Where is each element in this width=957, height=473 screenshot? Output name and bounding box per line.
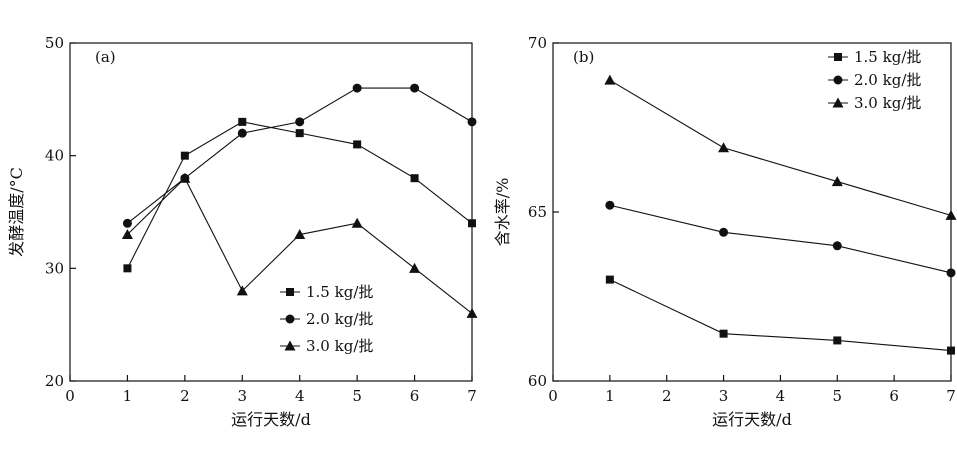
- data-point: [947, 346, 955, 355]
- data-point: [718, 142, 730, 153]
- x-tick-label: 4: [776, 387, 786, 405]
- data-point: [945, 209, 957, 220]
- legend-marker: [834, 53, 842, 61]
- x-axis-title: 运行天数/d: [231, 410, 311, 429]
- legend-marker: [284, 340, 296, 351]
- y-tick-label: 50: [45, 34, 64, 52]
- panel-b-chart: 0 1 2 3 4 5 6 7 60 65 70 运行天数/d 含水率/% (b) 1.5 kg/批 2.0 …: [493, 34, 957, 429]
- x-tick-label: 2: [180, 387, 190, 405]
- x-tick-label: 1: [123, 387, 133, 405]
- series-line: [127, 177, 473, 314]
- legend-label: 1.5 kg/批: [854, 48, 921, 66]
- data-point: [831, 176, 843, 187]
- x-tick-label: 2: [662, 387, 672, 405]
- data-point: [179, 172, 191, 183]
- x-tick-label: 0: [65, 387, 75, 405]
- legend-label: 3.0 kg/批: [854, 94, 921, 112]
- y-tick-label: 40: [45, 147, 64, 165]
- x-tick-label: 1: [605, 387, 615, 405]
- data-point: [467, 117, 477, 127]
- legend-label: 1.5 kg/批: [306, 283, 373, 301]
- series-line: [609, 204, 952, 274]
- data-point: [410, 83, 420, 93]
- legend-marker: [833, 75, 843, 85]
- data-point: [410, 174, 419, 183]
- legend-marker: [832, 97, 844, 108]
- series-line: [127, 87, 473, 224]
- legend-label: 3.0 kg/批: [306, 337, 373, 355]
- data-point: [409, 262, 421, 273]
- data-point: [295, 129, 304, 138]
- data-point: [604, 74, 616, 85]
- x-tick-label: 3: [238, 387, 248, 405]
- x-tick-label: 5: [352, 387, 362, 405]
- data-point: [351, 217, 363, 228]
- data-point: [121, 229, 133, 240]
- data-point: [352, 83, 362, 93]
- x-tick-label: 7: [467, 387, 477, 405]
- x-tick-label: 6: [410, 387, 420, 405]
- panel-a-chart: 0 1 2 3 4 5 6 7 20 30 40 50 运行天数/d 发酵温度/°C (a) 1.5 kg/批…: [7, 34, 478, 429]
- data-point: [122, 218, 132, 228]
- series-line: [126, 121, 473, 269]
- y-tick-label: 70: [528, 34, 547, 52]
- panel-label: (b): [573, 48, 594, 66]
- series-line: [609, 79, 952, 216]
- data-point: [605, 275, 614, 284]
- data-point: [295, 117, 305, 127]
- y-tick-label: 65: [528, 203, 547, 221]
- x-tick-label: 4: [295, 387, 305, 405]
- panel-label: (a): [95, 48, 116, 66]
- data-point: [946, 268, 956, 278]
- data-point: [180, 151, 189, 160]
- legend-label: 2.0 kg/批: [854, 71, 921, 89]
- legend-marker: [285, 314, 295, 324]
- y-axis-title: 含水率/%: [493, 178, 512, 247]
- x-tick-label: 3: [719, 387, 729, 405]
- series-line: [609, 279, 952, 352]
- data-point: [294, 229, 306, 240]
- plot-frame: [69, 42, 473, 382]
- x-tick-label: 6: [889, 387, 899, 405]
- data-point: [719, 227, 729, 237]
- x-tick-label: 5: [833, 387, 843, 405]
- y-tick-label: 30: [45, 259, 64, 277]
- data-point: [238, 117, 247, 126]
- data-point: [123, 264, 132, 273]
- x-axis-title: 运行天数/d: [712, 410, 792, 429]
- data-point: [468, 219, 476, 228]
- data-point: [719, 329, 728, 338]
- y-axis-title: 发酵温度/°C: [7, 167, 26, 257]
- data-point: [833, 336, 842, 345]
- y-tick-label: 20: [45, 372, 64, 390]
- legend-marker: [286, 288, 294, 296]
- legend-label: 2.0 kg/批: [306, 310, 373, 328]
- data-point: [236, 285, 248, 296]
- y-tick-label: 60: [528, 372, 547, 390]
- x-tick-label: 0: [548, 387, 558, 405]
- data-point: [353, 140, 362, 149]
- data-point: [237, 128, 247, 138]
- x-tick-label: 7: [946, 387, 956, 405]
- data-point: [466, 307, 478, 318]
- data-point: [832, 241, 842, 251]
- data-point: [605, 200, 615, 210]
